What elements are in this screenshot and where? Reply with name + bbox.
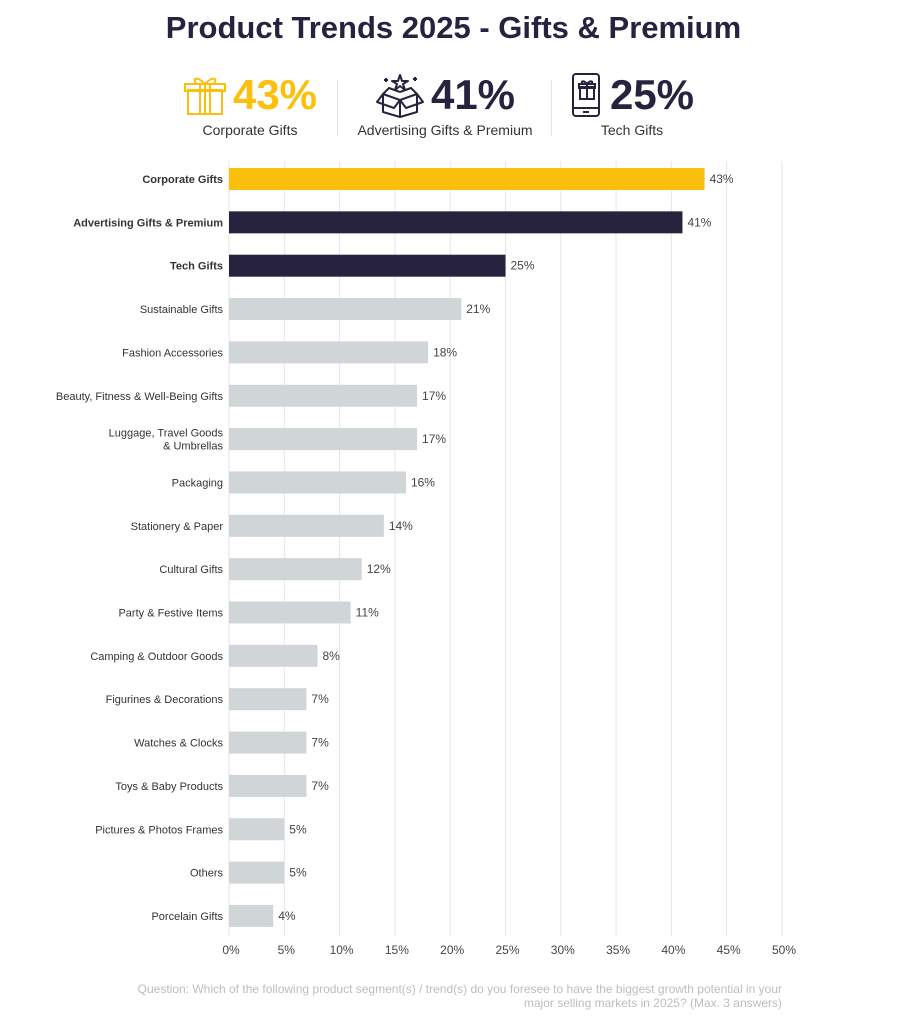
kpi-divider	[337, 80, 338, 136]
category-label: Porcelain Gifts	[151, 911, 223, 923]
x-tick-label: 20%	[440, 943, 464, 957]
bar-value-label: 4%	[278, 909, 296, 923]
bar	[229, 211, 683, 234]
bar	[229, 558, 362, 581]
footnote-line: major selling markets in 2025? (Max. 3 a…	[523, 996, 782, 1010]
kpi-label: Corporate Gifts	[202, 122, 298, 138]
bar	[229, 644, 318, 667]
category-labels: Corporate Gifts Advertising Gifts & Premi…	[56, 174, 224, 923]
bar	[229, 774, 307, 797]
kpi-advertising-gifts: 41% Advertising Gifts & Premium	[345, 70, 545, 138]
category-label: Luggage, Travel Goods	[109, 428, 224, 440]
bar-value-label: 17%	[422, 389, 446, 403]
bar-value-label: 41%	[687, 215, 711, 229]
bar	[229, 341, 429, 364]
bar	[229, 428, 418, 451]
bar-value-label: 7%	[311, 779, 329, 793]
bar-value-label: 7%	[311, 692, 329, 706]
category-label: Party & Festive Items	[118, 608, 223, 620]
bar	[229, 254, 506, 277]
category-label: Toys & Baby Products	[115, 781, 223, 793]
bar	[229, 601, 351, 624]
open-box-stars-icon	[375, 74, 424, 118]
phone-gift-icon	[571, 73, 600, 117]
x-tick-label: 25%	[495, 943, 519, 957]
category-label: & Umbrellas	[163, 441, 223, 453]
bar	[229, 688, 307, 711]
bar	[229, 818, 285, 841]
bar	[229, 384, 418, 407]
kpi-label: Tech Gifts	[600, 122, 664, 138]
category-label: Fashion Accessories	[122, 347, 223, 359]
category-label: Stationery & Paper	[131, 521, 224, 533]
bar-value-label: 18%	[433, 345, 457, 359]
bar-value-label: 17%	[422, 432, 446, 446]
category-label: Packaging	[172, 477, 223, 489]
kpi-value: 25%	[609, 71, 695, 118]
bar-value-label: 12%	[367, 562, 391, 576]
kpi-value: 41%	[430, 71, 516, 118]
kpi-divider	[551, 80, 552, 136]
kpi-label: Advertising Gifts & Premium	[357, 122, 533, 138]
bar-value-label: 7%	[311, 736, 329, 750]
bar	[229, 298, 462, 321]
bar	[229, 471, 406, 494]
category-label: Camping & Outdoor Goods	[90, 651, 223, 663]
bars	[229, 168, 705, 927]
bar	[229, 731, 307, 754]
value-labels: 43% 41% 25% 21% 18% 17% 17% 16% 14% 12% 11% 8% 7% 7% 7…	[278, 172, 734, 923]
x-tick-label: 45%	[717, 943, 741, 957]
kpi-value: 43%	[232, 71, 318, 118]
kpi-corporate-gifts: 43% Corporate Gifts	[170, 70, 330, 138]
grid-lines	[228, 161, 783, 936]
kpi-tech-gifts: 25% Tech Gifts	[562, 70, 702, 138]
x-tick-label: 10%	[330, 943, 354, 957]
category-label: Advertising Gifts & Premium	[73, 217, 223, 229]
footnote: Question: Which of the following product…	[82, 982, 782, 1010]
category-label: Beauty, Fitness & Well-Being Gifts	[56, 391, 224, 403]
chart-title: Product Trends 2025 - Gifts & Premium	[165, 10, 742, 45]
x-axis-ticks: 0% 5% 10% 15% 20% 25% 30% 35% 40% 45% 50%	[222, 943, 796, 957]
x-tick-label: 40%	[661, 943, 685, 957]
bar-value-label: 11%	[356, 606, 379, 620]
bar-value-label: 21%	[466, 302, 490, 316]
x-tick-label: 50%	[772, 943, 796, 957]
bar-value-label: 8%	[322, 649, 340, 663]
bar-value-label: 5%	[289, 866, 307, 880]
category-label: Tech Gifts	[170, 261, 223, 273]
bar	[229, 514, 384, 537]
category-label: Cultural Gifts	[159, 564, 223, 576]
bar-value-label: 43%	[710, 172, 734, 186]
footnote-line: Question: Which of the following product…	[137, 982, 782, 996]
bar	[229, 904, 274, 927]
category-label: Watches & Clocks	[134, 738, 223, 750]
category-label: Pictures & Photos Frames	[95, 824, 223, 836]
x-tick-label: 15%	[385, 943, 409, 957]
bar-chart: Corporate Gifts Advertising Gifts & Premi…	[56, 161, 796, 957]
bar-value-label: 16%	[411, 475, 435, 489]
category-label: Sustainable Gifts	[140, 304, 224, 316]
bar-value-label: 5%	[289, 822, 307, 836]
bar	[229, 168, 705, 190]
x-tick-label: 35%	[606, 943, 630, 957]
x-tick-label: 30%	[551, 943, 575, 957]
category-label: Others	[190, 868, 224, 880]
gift-box-icon	[183, 77, 226, 115]
category-label: Figurines & Decorations	[106, 694, 224, 706]
x-tick-label: 0%	[222, 943, 240, 957]
bar	[229, 861, 285, 884]
x-tick-label: 5%	[278, 943, 296, 957]
bar-value-label: 25%	[511, 259, 535, 273]
category-label: Corporate Gifts	[142, 174, 223, 186]
bar-value-label: 14%	[389, 519, 413, 533]
